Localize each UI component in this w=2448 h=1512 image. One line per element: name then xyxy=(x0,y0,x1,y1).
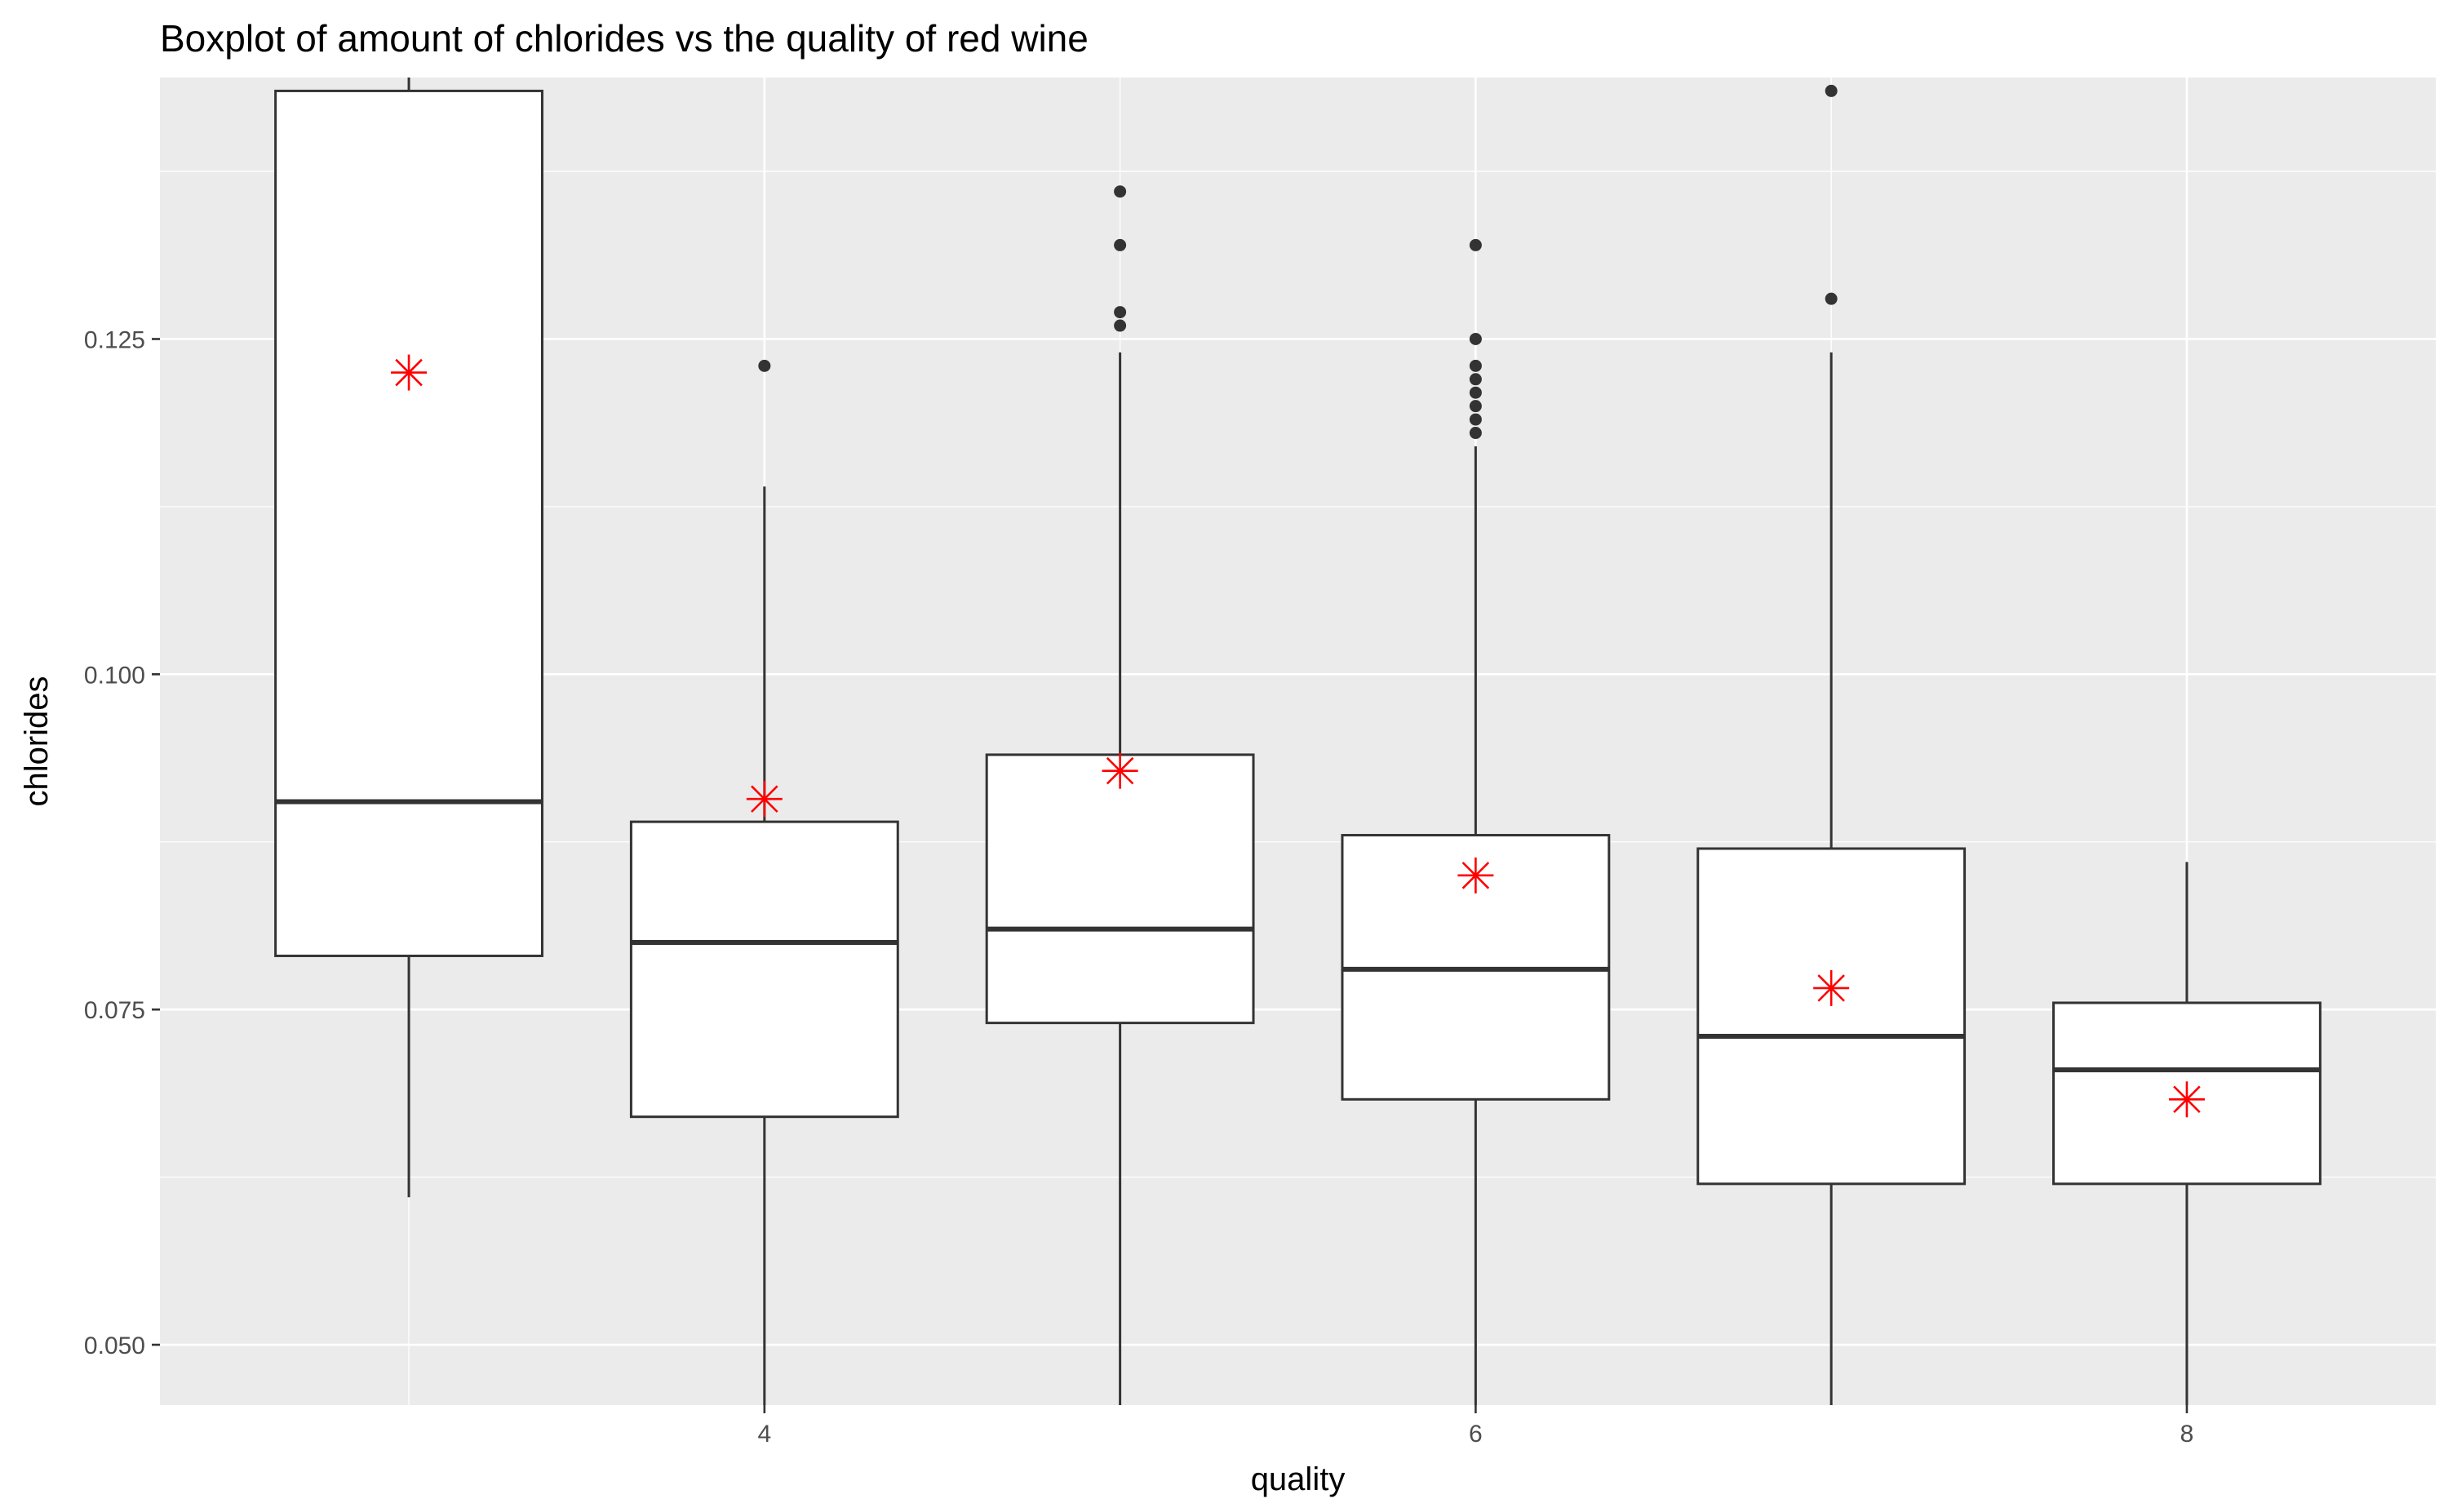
box-iqr xyxy=(985,753,1255,1025)
y-tick-label: 0.125 xyxy=(84,326,145,353)
box-series xyxy=(274,78,2322,1405)
box-iqr xyxy=(274,89,543,957)
mean-marker-stroke xyxy=(1461,862,1490,889)
mean-marker-stroke xyxy=(1817,974,1845,1002)
outlier-point xyxy=(1114,306,1127,319)
outlier-point xyxy=(1469,373,1482,386)
mean-marker-stroke xyxy=(2173,1085,2201,1114)
y-axis-title: chlorides xyxy=(19,676,55,806)
mean-marker-stroke xyxy=(1106,756,1134,785)
box-iqr xyxy=(629,820,899,1119)
box-quality-7 xyxy=(1696,84,1967,1405)
x-axis: 4 6 8 xyxy=(757,1405,2193,1448)
mean-marker-stroke xyxy=(395,358,423,387)
outlier-point xyxy=(1469,238,1482,251)
y-axis: 0.050 0.075 0.100 0.125 xyxy=(84,326,160,1359)
box-iqr xyxy=(1696,847,1967,1186)
box-quality-3 xyxy=(274,78,543,1198)
outlier-point xyxy=(1114,319,1127,332)
outlier-point xyxy=(1469,359,1482,372)
outlier-point xyxy=(1114,185,1127,198)
x-tick-label: 6 xyxy=(1469,1421,1483,1448)
y-tick-label: 0.075 xyxy=(84,997,145,1024)
x-tick-label: 4 xyxy=(757,1421,771,1448)
box-quality-5 xyxy=(985,185,1255,1405)
outlier-point xyxy=(1825,84,1838,97)
outlier-point xyxy=(1469,332,1482,345)
mean-marker xyxy=(1457,857,1494,893)
outlier-point xyxy=(1825,292,1838,305)
box-quality-4 xyxy=(629,359,899,1405)
mean-marker-stroke xyxy=(751,785,778,813)
outlier-point xyxy=(758,359,771,372)
outlier-point xyxy=(1469,386,1482,399)
x-axis-title: quality xyxy=(1251,1461,1346,1497)
chart-title: Boxplot of amount of chlorides vs the qu… xyxy=(160,17,1089,60)
outlier-point xyxy=(1469,427,1482,440)
y-tick-label: 0.100 xyxy=(84,662,145,689)
mean-marker xyxy=(1102,752,1138,789)
mean-marker xyxy=(391,354,428,391)
mean-marker xyxy=(746,781,783,818)
y-tick-label: 0.050 xyxy=(84,1332,145,1359)
outlier-point xyxy=(1469,400,1482,413)
mean-marker xyxy=(2168,1081,2205,1118)
outlier-point xyxy=(1469,413,1482,426)
outlier-point xyxy=(1114,238,1127,251)
x-tick-label: 8 xyxy=(2180,1421,2194,1448)
box-quality-6 xyxy=(1341,238,1611,1405)
mean-marker xyxy=(1813,969,1850,1006)
box-quality-8 xyxy=(2052,862,2322,1405)
